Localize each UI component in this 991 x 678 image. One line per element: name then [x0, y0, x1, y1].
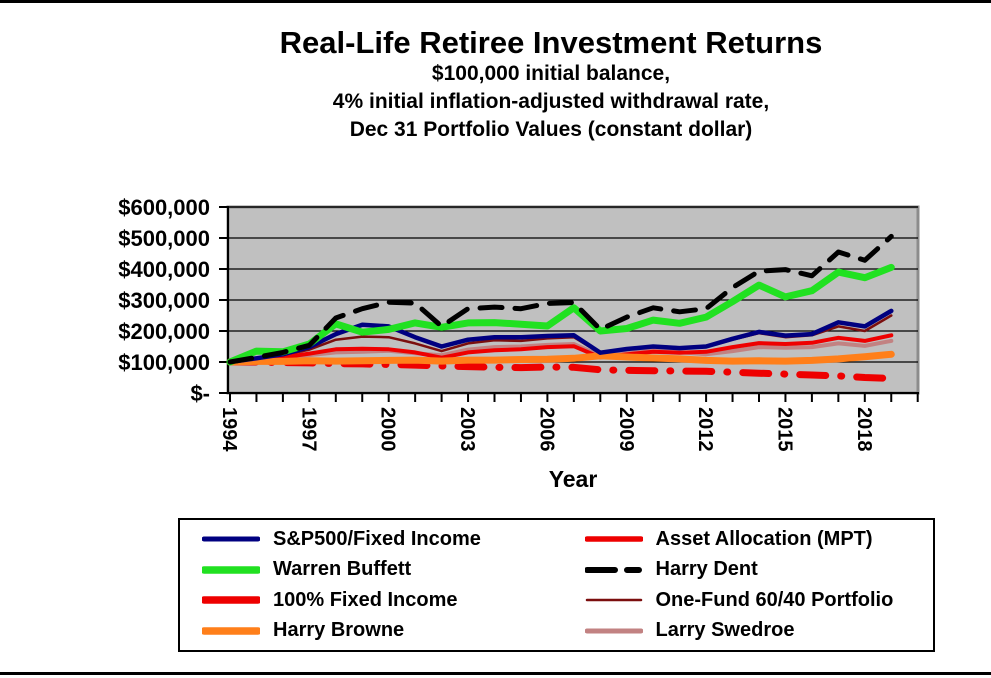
legend-item-sp500_fixed: S&P500/Fixed Income	[202, 524, 557, 555]
x-axis-label-2012: 2012	[694, 407, 716, 452]
y-axis-label: $600,000	[118, 195, 210, 220]
legend-column-1: S&P500/Fixed Income Warren Buffett 100% Fi…	[180, 520, 557, 650]
x-axis-title: Year	[549, 466, 598, 492]
legend-column-2: Asset Allocation (MPT) Harry Dent One-Fund…	[557, 520, 934, 650]
chart-title: Real-Life Retiree Investment Returns	[279, 25, 823, 60]
legend-swatch-one_fund_6040	[585, 599, 642, 602]
legend-label-asset_allocation_mpt: Asset Allocation (MPT)	[655, 527, 873, 550]
legend-label-sp500_fixed: S&P500/Fixed Income	[273, 527, 481, 550]
legend-label-fixed_income_100: 100% Fixed Income	[273, 588, 458, 611]
legend-label-one_fund_6040: One-Fund 60/40 Portfolio	[655, 588, 894, 611]
legend-swatch-harry_browne	[202, 627, 260, 635]
series-line-harry_browne	[226, 350, 895, 366]
x-axis-label-2000: 2000	[377, 407, 399, 452]
legend-label-warren_buffett: Warren Buffett	[273, 558, 412, 581]
bottom-border-line	[0, 672, 991, 675]
legend-item-harry_browne: Harry Browne	[202, 616, 557, 647]
series-line-fixed_income_100	[226, 358, 895, 382]
x-axis-label-2003: 2003	[456, 407, 478, 452]
legend-box: S&P500/Fixed Income Warren Buffett 100% Fi…	[178, 518, 935, 652]
chart-subtitle-line-2: 4% initial inflation-adjusted withdrawal…	[332, 90, 770, 113]
x-axis-label-2015: 2015	[773, 407, 795, 452]
series-line-larry_swedroe	[228, 338, 894, 364]
legend-swatch-fixed_income_100	[202, 596, 260, 604]
x-axis-label-1997: 1997	[297, 407, 319, 452]
chart-title-block: Real-Life Retiree Investment Returns $10…	[120, 26, 982, 144]
x-axis-label-2006: 2006	[535, 407, 557, 452]
x-axis-label-1994: 1994	[218, 407, 240, 452]
legend-item-asset_allocation_mpt: Asset Allocation (MPT)	[584, 524, 934, 555]
legend-swatch-larry_swedroe	[584, 628, 643, 634]
series-line-warren_buffett	[226, 263, 895, 366]
legend-swatch-sp500_fixed	[202, 536, 260, 542]
chart-subtitle-line-1: $100,000 initial balance,	[431, 62, 671, 85]
legend-item-harry_dent: Harry Dent	[584, 555, 934, 586]
legend-item-larry_swedroe: Larry Swedroe	[584, 616, 934, 647]
chart-subtitle-line-3: Dec 31 Portfolio Values (constant dollar…	[349, 118, 753, 141]
y-axis-label: $300,000	[118, 288, 210, 313]
series-line-sp500_fixed	[227, 308, 894, 365]
y-axis-label: $200,000	[118, 319, 210, 344]
x-axis-label-2009: 2009	[615, 407, 637, 452]
top-border-line	[0, 0, 991, 3]
legend-label-harry_dent: Harry Dent	[655, 558, 758, 581]
legend-label-harry_browne: Harry Browne	[273, 619, 405, 642]
legend-swatch-warren_buffett	[202, 566, 260, 574]
legend-item-warren_buffett: Warren Buffett	[202, 555, 557, 586]
y-axis-label: $400,000	[118, 257, 210, 282]
y-axis-label: $-	[190, 381, 210, 406]
legend-swatch-harry_dent	[584, 566, 643, 573]
y-axis-label: $100,000	[118, 350, 210, 375]
legend-item-one_fund_6040: One-Fund 60/40 Portfolio	[585, 585, 934, 616]
series-line-asset_allocation_mpt	[228, 333, 894, 364]
legend-swatch-asset_allocation_mpt	[584, 536, 643, 542]
legend-label-larry_swedroe: Larry Swedroe	[655, 619, 795, 642]
legend-item-fixed_income_100: 100% Fixed Income	[202, 585, 557, 616]
y-axis-label: $500,000	[118, 226, 210, 251]
x-axis-label-2018: 2018	[853, 407, 875, 452]
series-line-harry_dent	[227, 233, 894, 365]
